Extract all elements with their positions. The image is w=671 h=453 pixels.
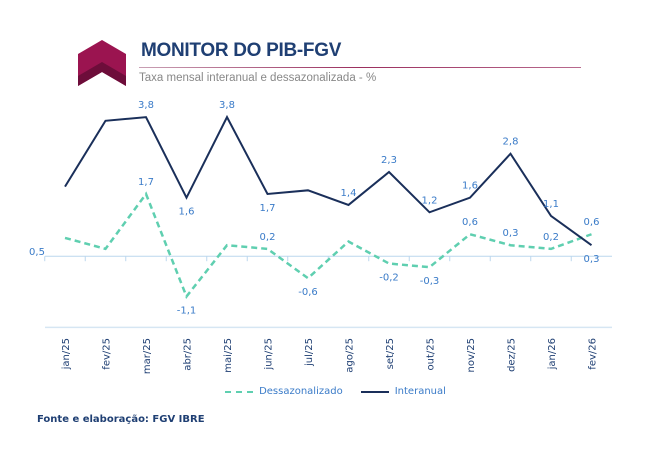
data-point xyxy=(590,232,594,236)
data-label: 0,3 xyxy=(503,228,519,239)
x-tick-label: abr/25 xyxy=(183,338,194,371)
data-label: 1,6 xyxy=(462,181,478,192)
data-point xyxy=(185,294,189,298)
data-point xyxy=(590,243,594,247)
data-point xyxy=(549,214,553,218)
data-label: 1,1 xyxy=(543,199,559,210)
data-label: 0,2 xyxy=(260,232,276,243)
x-tick-label: mar/25 xyxy=(142,338,153,374)
data-label: -0,2 xyxy=(379,273,399,284)
legend-label: Dessazonalizado xyxy=(259,386,343,397)
legend-item-interanual[interactable]: Interanual xyxy=(360,386,446,397)
data-label: 0,6 xyxy=(584,217,600,228)
data-point xyxy=(225,115,229,119)
series-line-dessazonalizado xyxy=(64,191,592,299)
x-tick-label: fev/25 xyxy=(102,338,113,370)
data-point xyxy=(144,115,148,119)
data-point xyxy=(104,247,108,251)
data-label: 2,3 xyxy=(381,155,397,166)
data-point xyxy=(509,152,513,156)
data-point xyxy=(266,192,270,196)
x-tick-label: jan/25 xyxy=(61,338,72,370)
x-tick-label: set/25 xyxy=(385,338,396,369)
data-label: 1,6 xyxy=(179,207,195,218)
data-point xyxy=(347,203,351,207)
source-note: Fonte e elaboração: FGV IBRE xyxy=(37,414,205,425)
legend-item-dessazonalizado[interactable]: Dessazonalizado xyxy=(225,386,343,397)
data-point xyxy=(144,192,148,196)
data-point xyxy=(225,243,229,247)
legend-swatch-dashed xyxy=(225,390,254,393)
data-label: 0,5 xyxy=(29,247,45,258)
x-tick-label: jun/25 xyxy=(264,338,275,371)
data-label: 1,4 xyxy=(341,188,357,199)
data-point xyxy=(306,188,310,192)
data-label: 3,8 xyxy=(138,100,154,111)
x-tick-label: nov/25 xyxy=(466,338,477,372)
data-point xyxy=(306,276,310,280)
data-point xyxy=(468,196,472,200)
data-point xyxy=(347,240,351,244)
page-title: MONITOR DO PIB-FGV xyxy=(141,40,342,61)
data-point xyxy=(549,247,553,251)
x-tick-label: out/25 xyxy=(426,338,437,370)
data-point xyxy=(387,262,391,266)
x-tick-label: jan/26 xyxy=(547,338,558,370)
data-point xyxy=(63,236,67,240)
x-tick-label: fev/26 xyxy=(588,338,599,370)
legend-label: Interanual xyxy=(394,386,446,397)
data-label: 0,6 xyxy=(462,217,478,228)
data-point xyxy=(63,185,67,189)
data-label: -0,6 xyxy=(298,287,318,298)
x-tick-label: ago/25 xyxy=(345,338,356,373)
x-tick-label: dez/25 xyxy=(507,338,518,372)
data-point xyxy=(428,210,432,214)
data-label: 1,7 xyxy=(260,203,276,214)
data-point xyxy=(428,265,432,269)
data-label: -1,1 xyxy=(177,305,197,316)
data-label: 1,2 xyxy=(422,195,438,206)
chart-subtitle: Taxa mensal interanual e dessazonalizada… xyxy=(139,72,377,84)
data-point xyxy=(468,232,472,236)
fgv-logo-icon xyxy=(78,40,126,86)
data-label: 2,8 xyxy=(503,137,519,148)
legend: Dessazonalizado Interanual xyxy=(0,386,671,397)
data-label: 0,3 xyxy=(584,254,600,265)
legend-swatch-solid xyxy=(360,390,389,393)
title-divider xyxy=(139,67,581,68)
data-point xyxy=(185,196,189,200)
x-tick-label: jul/25 xyxy=(304,338,315,367)
data-label: -0,3 xyxy=(420,276,440,287)
data-label: 3,8 xyxy=(219,100,235,111)
data-label: 1,7 xyxy=(138,177,154,188)
series-line-interanual xyxy=(64,114,593,247)
data-label: 0,2 xyxy=(543,232,559,243)
data-point xyxy=(266,247,270,251)
data-point xyxy=(104,119,108,123)
data-point xyxy=(387,170,391,174)
x-tick-label: mai/25 xyxy=(223,338,234,373)
data-point xyxy=(509,243,513,247)
